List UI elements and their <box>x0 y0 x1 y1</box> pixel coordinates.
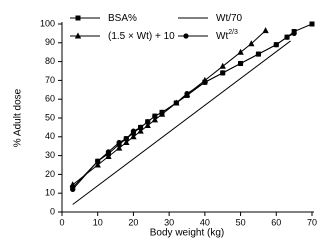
y-tick-label: 90 <box>45 37 55 47</box>
legend-marker <box>75 15 81 21</box>
data-point <box>145 119 151 125</box>
y-tick-label: 100 <box>40 18 55 28</box>
y-tick-label: 40 <box>45 131 55 141</box>
data-point <box>237 60 244 67</box>
data-point <box>115 144 123 151</box>
y-tick-label: 50 <box>45 112 55 122</box>
data-point <box>69 181 76 188</box>
x-tick-label: 40 <box>200 217 210 227</box>
legend-marker <box>74 32 82 39</box>
legend-marker <box>183 33 189 39</box>
x-tick-label: 30 <box>164 217 174 227</box>
data-point <box>273 42 279 48</box>
legend-label: (1.5 × Wt) + 10 <box>108 31 175 42</box>
y-tick-label: 70 <box>45 75 55 85</box>
data-point <box>262 27 269 34</box>
data-point <box>137 124 144 130</box>
data-point <box>152 113 158 119</box>
y-tick-label: 20 <box>45 169 55 179</box>
data-point <box>116 139 122 146</box>
y-tick-label: 30 <box>45 150 55 160</box>
legend-superscript: 2/3 <box>228 29 238 36</box>
data-point <box>123 136 129 142</box>
series-line <box>72 32 295 190</box>
x-tick-label: 20 <box>128 217 138 227</box>
data-point <box>105 153 112 160</box>
y-axis-label: % Adult dose <box>13 88 24 147</box>
data-point <box>70 186 76 193</box>
data-point <box>130 128 137 134</box>
data-point <box>220 70 226 76</box>
data-point <box>137 127 144 134</box>
data-point <box>105 149 112 155</box>
data-point <box>151 116 159 123</box>
data-point <box>95 158 101 164</box>
data-point <box>94 161 101 168</box>
data-point <box>144 122 151 129</box>
legend-label: Wt2/3 <box>216 29 238 42</box>
y-tick-label: 10 <box>45 188 55 198</box>
x-tick-label: 70 <box>307 217 317 227</box>
data-point <box>237 48 244 55</box>
series-line <box>72 40 291 205</box>
y-tick-label: 80 <box>45 56 55 66</box>
data-point <box>291 30 297 36</box>
legend-name: (1.5 × Wt) + 10 <box>108 31 175 42</box>
legend-label: BSA% <box>108 13 137 24</box>
x-tick-label: 50 <box>236 217 246 227</box>
data-point <box>130 133 137 140</box>
data-point <box>248 40 255 47</box>
data-point <box>202 79 208 85</box>
data-point <box>284 34 290 40</box>
legend-label: Wt/70 <box>216 13 243 24</box>
series-line <box>72 23 313 188</box>
legend-name: BSA% <box>108 13 137 24</box>
x-tick-label: 0 <box>59 217 64 227</box>
y-tick-label: 0 <box>50 206 55 216</box>
legend-name: Wt <box>216 31 228 42</box>
data-point <box>255 51 262 57</box>
data-point <box>173 100 179 106</box>
data-point <box>184 90 190 97</box>
data-point <box>159 109 165 115</box>
y-tick-label: 60 <box>45 94 55 104</box>
legend-name: Wt/70 <box>216 13 243 24</box>
x-axis-label: Body weight (kg) <box>150 228 224 239</box>
data-point <box>219 62 226 69</box>
x-tick-label: 60 <box>271 217 281 227</box>
x-tick-label: 10 <box>93 217 103 227</box>
data-point <box>309 21 315 27</box>
data-point <box>123 138 130 145</box>
